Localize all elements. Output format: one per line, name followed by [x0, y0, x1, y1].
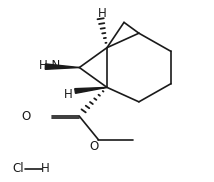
Text: O: O	[90, 141, 99, 153]
Polygon shape	[75, 87, 107, 93]
Text: H: H	[41, 162, 50, 175]
Text: Cl: Cl	[12, 162, 24, 175]
Text: H₂N: H₂N	[39, 59, 61, 72]
Text: H: H	[64, 88, 73, 101]
Text: O: O	[22, 110, 31, 123]
Text: H: H	[98, 7, 107, 20]
Polygon shape	[45, 64, 79, 69]
